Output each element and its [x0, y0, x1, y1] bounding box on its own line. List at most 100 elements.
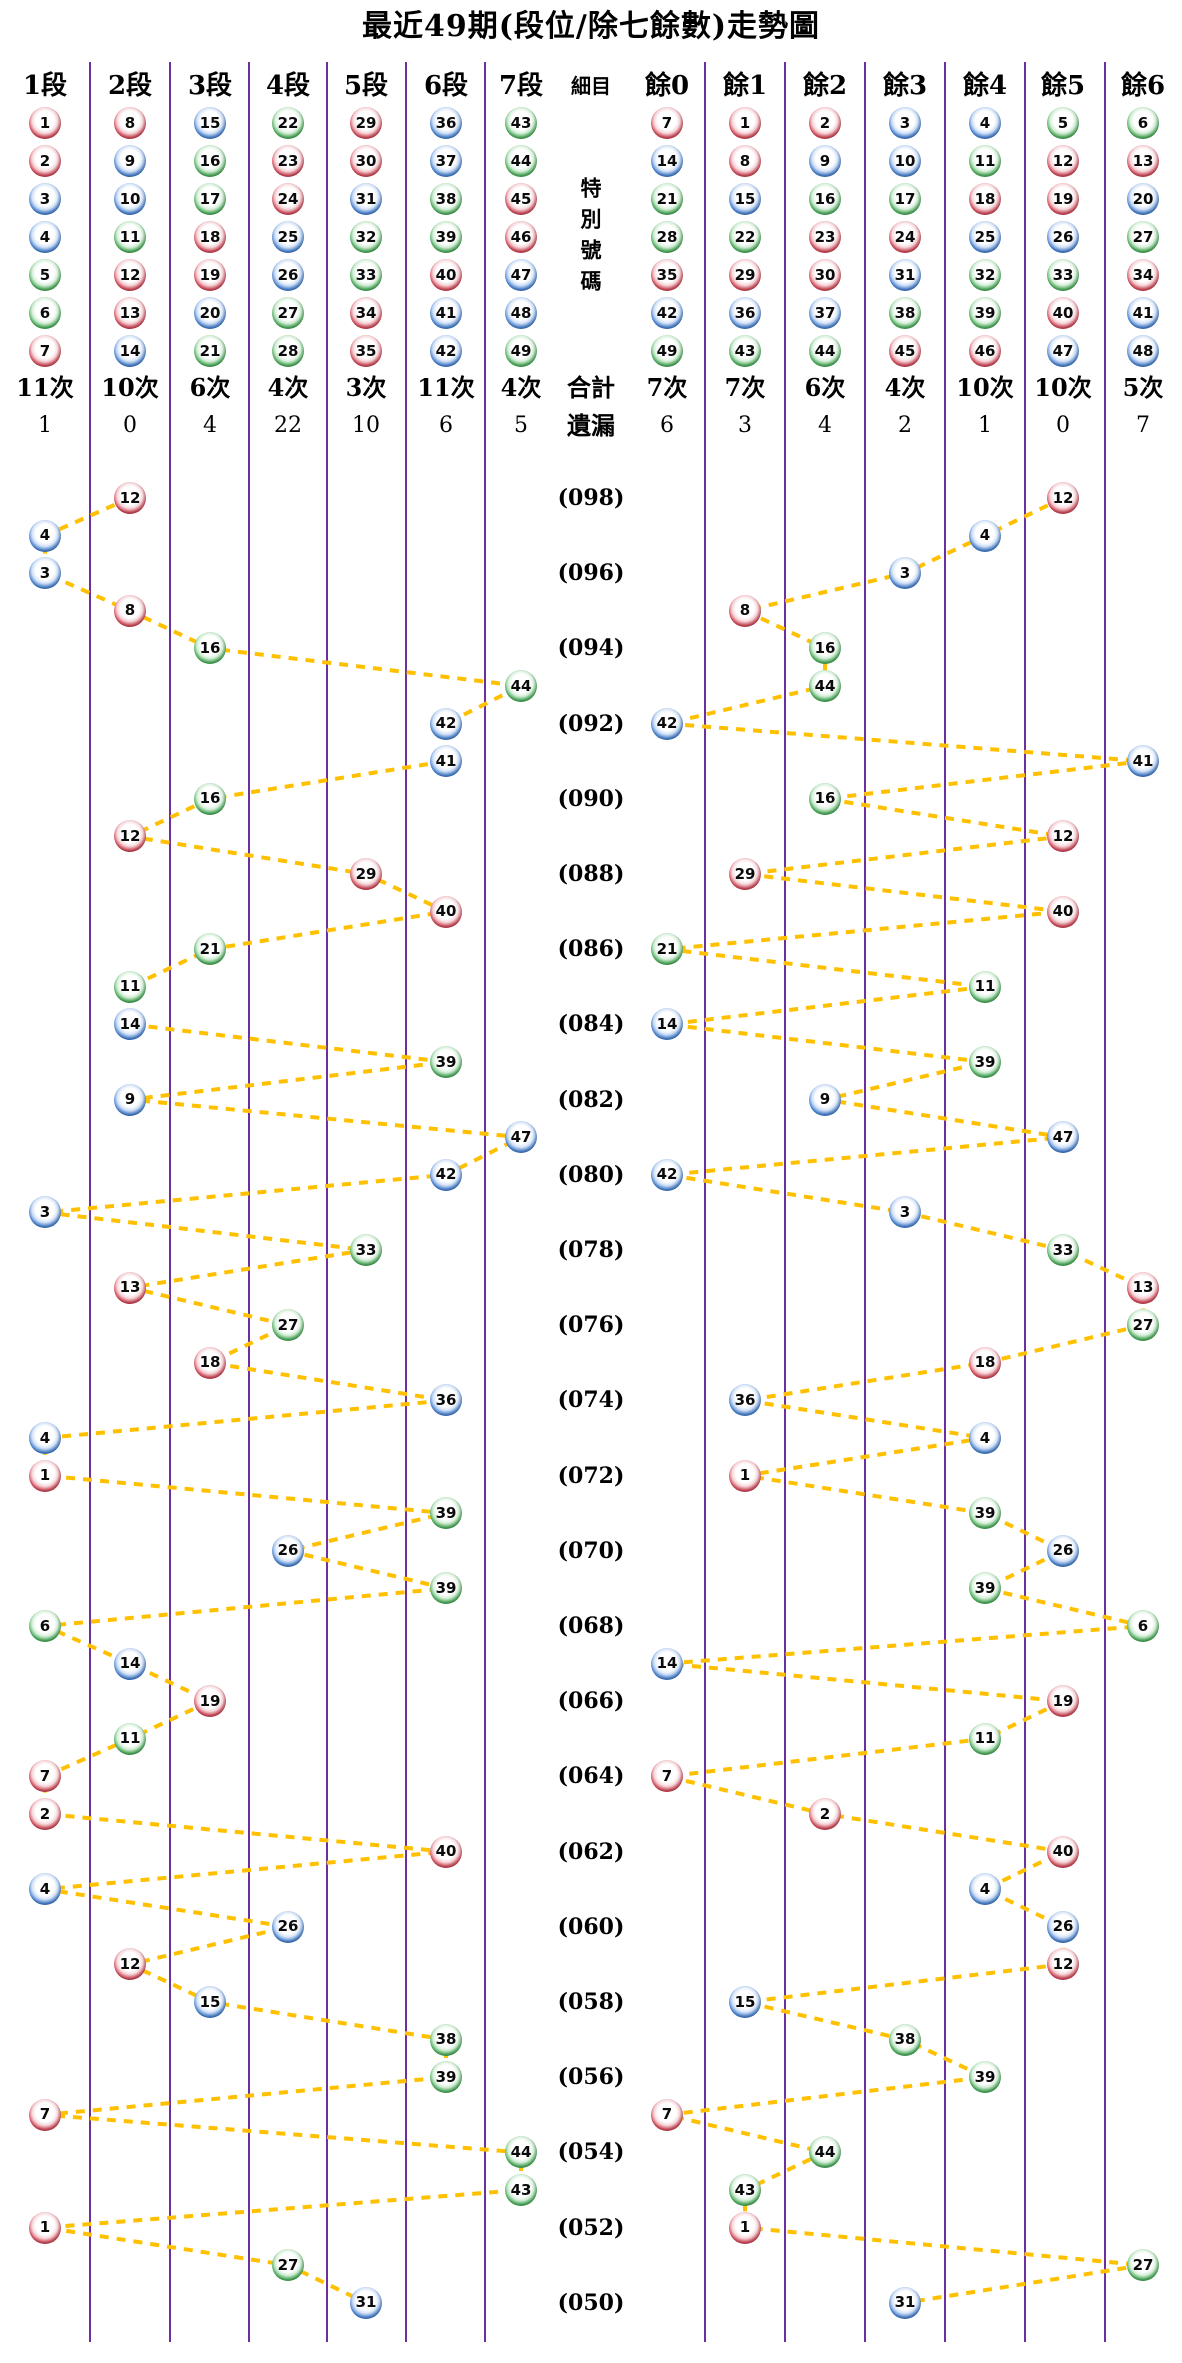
- ball-number: 14: [656, 1654, 678, 1673]
- ball-number: 42: [435, 341, 457, 360]
- ball-number: 14: [656, 151, 678, 170]
- legend-ball: 7: [29, 335, 61, 367]
- ball-number: 26: [1052, 1541, 1074, 1560]
- chart-ball-remainder: 3: [889, 1196, 921, 1229]
- ball-number: 40: [1052, 902, 1074, 921]
- legend-ball: 20: [194, 297, 226, 329]
- chart-ball-remainder: 12: [1047, 482, 1079, 514]
- miss-count: 10: [352, 413, 380, 438]
- legend-ball: 17: [194, 183, 226, 215]
- ball-number: 40: [435, 265, 457, 284]
- ball-number: 42: [656, 303, 678, 322]
- ball-number: 9: [124, 1090, 136, 1109]
- legend-ball: 21: [651, 183, 683, 215]
- ball-number: 8: [739, 151, 751, 170]
- ball-number: 48: [1132, 341, 1154, 360]
- legend-ball: 36: [729, 297, 761, 329]
- legend-ball: 32: [350, 221, 382, 253]
- chart-ball-segment: 39: [430, 1046, 462, 1078]
- ball-number: 27: [277, 303, 299, 322]
- period-label: (074): [557, 1387, 625, 1414]
- ball-number: 6: [39, 1616, 51, 1635]
- ball-number: 29: [734, 265, 756, 284]
- ball-number: 12: [1052, 151, 1074, 170]
- ball-number: 12: [1052, 826, 1074, 845]
- chart-ball-remainder: 39: [969, 1046, 1001, 1078]
- chart-ball-remainder: 16: [809, 632, 841, 665]
- ball-number: 42: [435, 714, 457, 733]
- ball-number: 27: [277, 1315, 299, 1334]
- ball-number: 30: [814, 265, 836, 284]
- chart-ball-remainder: 7: [651, 2098, 683, 2131]
- ball-number: 42: [656, 1165, 678, 1184]
- chart-ball-remainder: 7: [651, 1760, 683, 1793]
- ball-number: 12: [119, 265, 141, 284]
- ball-number: 1: [739, 1466, 751, 1485]
- legend-ball: 44: [809, 335, 841, 367]
- legend-ball: 12: [1047, 145, 1079, 177]
- special-number-label-char: 碼: [580, 268, 602, 294]
- ball-number: 1: [39, 2218, 51, 2237]
- ball-number: 7: [39, 2105, 51, 2124]
- chart-ball-remainder: 39: [969, 2061, 1001, 2094]
- ball-number: 37: [435, 151, 457, 170]
- column-header-remainder-2: 餘2: [802, 71, 848, 101]
- ball-number: 8: [739, 601, 751, 620]
- chart-ball-remainder: 9: [809, 1083, 841, 1116]
- special-number-label-char: 號: [580, 237, 602, 263]
- column-header-remainder-6: 餘6: [1120, 71, 1166, 101]
- legend-ball: 47: [1047, 335, 1079, 367]
- ball-number: 31: [355, 2293, 377, 2312]
- chart-ball-segment: 16: [194, 632, 226, 665]
- ball-number: 16: [814, 638, 836, 657]
- ball-number: 4: [979, 1879, 991, 1898]
- chart-ball-remainder: 12: [1047, 820, 1079, 853]
- legend-ball: 18: [969, 183, 1001, 215]
- column-header-segment-6: 6段: [423, 71, 469, 101]
- chart-ball-remainder: 39: [969, 1497, 1001, 1530]
- ball-number: 41: [1132, 303, 1154, 322]
- ball-number: 3: [899, 113, 911, 132]
- column-header-remainder-4: 餘4: [962, 71, 1008, 101]
- miss-count: 5: [514, 413, 528, 438]
- legend-ball: 44: [505, 145, 537, 177]
- chart-ball-remainder: 16: [809, 782, 841, 815]
- chart-ball-segment: 29: [350, 858, 382, 890]
- column-header-segment-5: 5段: [343, 71, 389, 101]
- chart-ball-segment: 18: [194, 1346, 226, 1379]
- legend-ball: 6: [29, 297, 61, 329]
- chart-ball-segment: 9: [114, 1083, 146, 1116]
- chart-ball-remainder: 43: [729, 2174, 761, 2206]
- ball-number: 39: [435, 1052, 457, 1071]
- ball-number: 13: [119, 303, 141, 322]
- legend-ball: 38: [889, 297, 921, 329]
- legend-ball: 2: [29, 145, 61, 177]
- ball-number: 46: [974, 341, 996, 360]
- miss-count: 2: [898, 413, 912, 438]
- column-header-remainder-5: 餘5: [1040, 71, 1086, 101]
- chart-ball-remainder: 14: [651, 1008, 683, 1041]
- chart-ball-segment: 6: [29, 1610, 61, 1642]
- total-count: 7次: [646, 373, 688, 402]
- ball-number: 31: [894, 2293, 916, 2312]
- ball-number: 7: [39, 341, 51, 360]
- chart-ball-remainder: 1: [729, 1459, 761, 1492]
- chart-ball-remainder: 27: [1127, 2249, 1159, 2282]
- total-count: 10次: [101, 373, 159, 402]
- ball-number: 24: [277, 189, 299, 208]
- chart-ball-segment: 12: [114, 820, 146, 853]
- ball-number: 26: [1052, 1917, 1074, 1936]
- chart-ball-segment: 21: [194, 933, 226, 966]
- ball-number: 26: [1052, 227, 1074, 246]
- chart-ball-segment: 4: [29, 519, 61, 552]
- chart-ball-segment: 19: [194, 1685, 226, 1718]
- legend-ball: 20: [1127, 183, 1159, 215]
- ball-number: 4: [979, 113, 991, 132]
- ball-number: 12: [1052, 488, 1074, 507]
- chart-ball-remainder: 26: [1047, 1534, 1079, 1567]
- chart-ball-remainder: 4: [969, 1422, 1001, 1454]
- ball-number: 36: [435, 1390, 457, 1409]
- ball-number: 33: [355, 1240, 377, 1259]
- ball-number: 17: [199, 189, 221, 208]
- legend-ball: 22: [272, 107, 304, 139]
